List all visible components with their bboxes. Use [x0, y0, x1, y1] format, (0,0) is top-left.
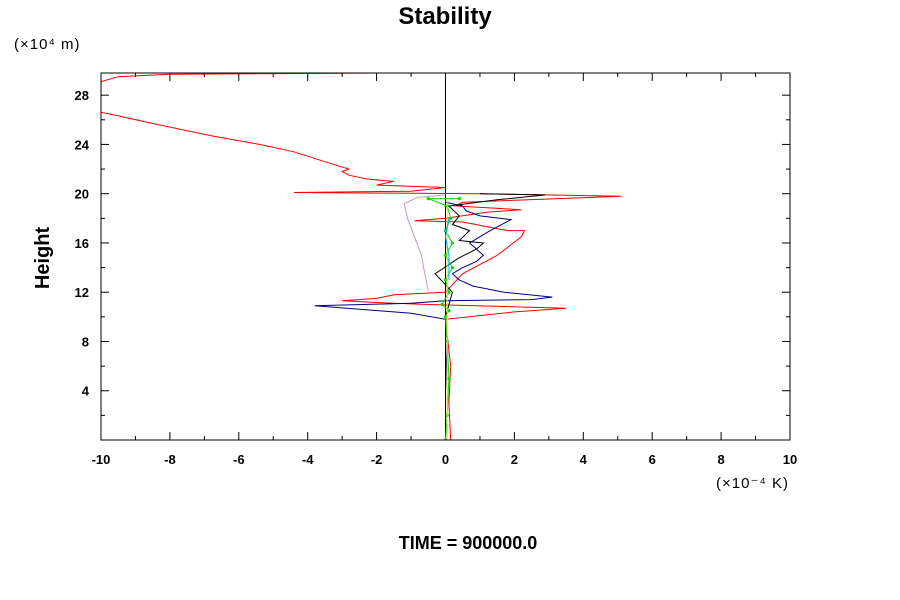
x-tick-label: 2	[511, 452, 518, 467]
series-point-green	[440, 302, 444, 307]
x-tick-label: -8	[164, 452, 176, 467]
x-tick-label: -2	[371, 452, 383, 467]
x-tick-label: -4	[302, 452, 314, 467]
series-line-cyan	[444, 218, 450, 280]
y-tick-label: 4	[82, 384, 90, 399]
y-tick-label: 28	[75, 88, 89, 103]
series-line-red	[101, 73, 377, 83]
series-point-green	[426, 197, 430, 201]
x-tick-label: 6	[649, 452, 656, 467]
x-unit-label: (×10⁻⁴ K)	[716, 475, 789, 492]
series-point-green	[447, 290, 451, 294]
series-point-green	[447, 309, 451, 313]
series-point-green	[450, 265, 454, 270]
y-tick-label: 12	[75, 285, 89, 300]
x-tick-label: -10	[92, 452, 111, 467]
y-unit-label: (×10⁴ m)	[14, 36, 81, 53]
y-tick-label: 16	[75, 236, 89, 251]
series-line-violet	[403, 194, 446, 292]
series-point-green	[443, 278, 448, 282]
y-axis-ticks: 4 8 12 16 20 24 28	[75, 88, 790, 399]
chart-title: Stability	[398, 3, 492, 30]
series-line-black	[434, 193, 546, 440]
x-tick-label: 10	[783, 452, 797, 467]
series-layer	[101, 73, 622, 440]
series-line-navy	[314, 201, 553, 440]
time-label: TIME = 900000.0	[399, 533, 538, 553]
y-tick-label: 20	[75, 187, 89, 202]
x-tick-label: 8	[717, 452, 724, 467]
plot-frame	[100, 72, 791, 441]
series-line-red	[101, 111, 622, 440]
y-tick-label: 8	[82, 334, 89, 349]
x-tick-label: 0	[442, 452, 449, 467]
y-axis-label: Height	[32, 227, 54, 290]
x-axis-ticks: -10 -8 -6 -4 -2 0 2 4 6 8 10	[92, 73, 797, 467]
series-point-green	[443, 315, 448, 319]
x-tick-label: 4	[580, 452, 588, 467]
series-point-green	[457, 197, 461, 201]
x-tick-label: -6	[233, 452, 245, 467]
y-tick-label: 24	[75, 137, 90, 152]
series-point-green	[449, 216, 453, 220]
series-point-green	[447, 376, 451, 381]
series-point-green	[443, 253, 448, 257]
series-point-green	[450, 241, 454, 245]
